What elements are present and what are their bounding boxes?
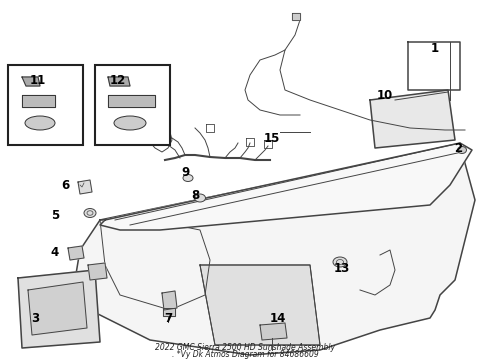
Text: 11: 11 — [30, 73, 46, 86]
Polygon shape — [292, 13, 300, 20]
Polygon shape — [260, 323, 287, 340]
Polygon shape — [108, 77, 130, 86]
Text: . *Vy Dk Atmos Diagram for 84686609: . *Vy Dk Atmos Diagram for 84686609 — [172, 350, 318, 359]
Text: 1: 1 — [431, 41, 439, 54]
Polygon shape — [162, 291, 177, 310]
Polygon shape — [28, 282, 87, 335]
Text: 6: 6 — [61, 179, 69, 192]
Text: 12: 12 — [110, 73, 126, 86]
Text: 8: 8 — [191, 189, 199, 202]
Ellipse shape — [458, 147, 466, 153]
Polygon shape — [200, 265, 320, 345]
Text: 3: 3 — [31, 311, 39, 324]
Text: 10: 10 — [377, 89, 393, 102]
Polygon shape — [108, 95, 155, 107]
Polygon shape — [78, 180, 92, 194]
Text: 7: 7 — [164, 311, 172, 324]
Text: 13: 13 — [334, 261, 350, 274]
Polygon shape — [68, 246, 84, 260]
Ellipse shape — [183, 175, 193, 181]
Ellipse shape — [114, 116, 146, 130]
Bar — [95, 65, 170, 145]
Text: 9: 9 — [181, 166, 189, 179]
Text: 14: 14 — [270, 311, 286, 324]
Polygon shape — [88, 263, 107, 280]
Polygon shape — [18, 270, 100, 348]
Polygon shape — [22, 95, 55, 107]
Text: 5: 5 — [51, 208, 59, 221]
Text: 15: 15 — [264, 131, 280, 144]
Text: 2022 GMC Sierra 2500 HD Sunshade Assembly: 2022 GMC Sierra 2500 HD Sunshade Assembl… — [155, 343, 335, 352]
Bar — [8, 65, 83, 145]
Text: 4: 4 — [51, 246, 59, 258]
Ellipse shape — [25, 116, 55, 130]
Ellipse shape — [84, 208, 96, 217]
Polygon shape — [22, 77, 40, 86]
Polygon shape — [100, 143, 472, 230]
Polygon shape — [163, 308, 175, 316]
Ellipse shape — [333, 257, 347, 267]
Polygon shape — [75, 145, 475, 355]
Polygon shape — [370, 90, 455, 148]
Text: 2: 2 — [454, 141, 462, 154]
Ellipse shape — [195, 194, 205, 202]
